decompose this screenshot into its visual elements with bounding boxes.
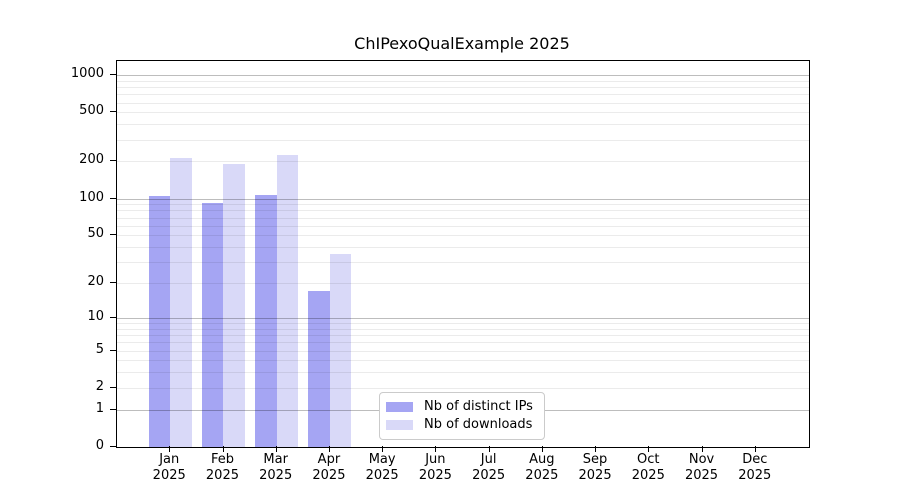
bar-downloads-feb xyxy=(223,164,245,447)
major-gridline xyxy=(117,75,809,76)
bar-downloads-apr xyxy=(329,254,352,447)
bar-distinct-ips-apr xyxy=(308,291,330,447)
chart-title: ChIPexoQualExample 2025 xyxy=(354,34,570,53)
x-axis-tick xyxy=(701,446,703,452)
legend-label-downloads: Nb of downloads xyxy=(424,417,533,432)
x-axis-tick xyxy=(222,446,224,452)
minor-gridline xyxy=(117,262,809,264)
x-tick-label: Dec 2025 xyxy=(738,452,772,483)
minor-gridline xyxy=(117,94,809,96)
minor-gridline xyxy=(117,372,809,374)
legend-item-downloads: Nb of downloads xyxy=(386,416,536,433)
x-axis-tick xyxy=(169,446,171,452)
minor-gridline xyxy=(117,161,809,163)
x-tick-label: Jan 2025 xyxy=(152,452,186,483)
minor-gridline xyxy=(117,350,809,352)
bar-distinct-ips-feb xyxy=(201,202,224,447)
y-tick-label: 10 xyxy=(87,308,104,324)
x-axis-tick xyxy=(541,446,543,452)
minor-gridline xyxy=(117,342,809,344)
minor-gridline xyxy=(117,360,809,362)
legend-label-distinct-ips: Nb of distinct IPs xyxy=(424,399,533,414)
y-tick-label: 500 xyxy=(79,103,104,119)
x-tick-label: May 2025 xyxy=(365,452,399,483)
x-axis-tick xyxy=(382,446,384,452)
legend-swatch-downloads xyxy=(386,419,413,430)
x-axis-tick xyxy=(648,446,650,452)
x-axis-tick xyxy=(275,446,277,452)
x-axis-tick xyxy=(754,446,756,452)
minor-gridline xyxy=(117,80,809,82)
bar-distinct-ips-jan xyxy=(148,195,171,447)
x-tick-label: Feb 2025 xyxy=(205,452,239,483)
minor-gridline xyxy=(117,387,809,389)
minor-gridline xyxy=(117,112,809,114)
minor-gridline xyxy=(117,87,809,88)
y-axis-tick xyxy=(110,74,116,75)
minor-gridline xyxy=(117,335,809,336)
minor-gridline xyxy=(117,217,809,219)
x-axis-tick xyxy=(328,446,330,452)
minor-gridline xyxy=(117,210,809,212)
y-axis-tick xyxy=(110,386,116,388)
legend-item-distinct-ips: Nb of distinct IPs xyxy=(386,398,536,415)
minor-gridline xyxy=(117,283,809,285)
minor-gridline xyxy=(117,323,809,324)
y-axis-tick xyxy=(110,316,116,318)
bar-distinct-ips-mar xyxy=(255,194,277,447)
x-tick-label: Oct 2025 xyxy=(631,452,665,483)
x-tick-label: Mar 2025 xyxy=(259,452,293,483)
y-tick-label: 0 xyxy=(95,438,104,453)
minor-gridline xyxy=(117,102,809,104)
minor-gridline xyxy=(117,124,809,126)
minor-gridline xyxy=(117,139,809,141)
y-tick-label: 20 xyxy=(87,274,104,290)
y-tick-label: 1 xyxy=(95,400,104,416)
y-axis-tick xyxy=(110,160,116,162)
minor-gridline xyxy=(117,204,809,206)
x-axis-tick xyxy=(488,446,490,452)
y-axis-tick xyxy=(110,349,116,351)
major-gridline xyxy=(117,198,809,200)
legend-swatch-distinct-ips xyxy=(386,401,413,412)
x-tick-label: Nov 2025 xyxy=(684,452,719,483)
minor-gridline xyxy=(117,235,809,237)
y-tick-label: 1000 xyxy=(70,66,104,81)
x-tick-label: Sep 2025 xyxy=(578,452,612,483)
x-tick-label: Jun 2025 xyxy=(418,452,452,483)
y-tick-label: 200 xyxy=(79,152,104,168)
y-axis-tick xyxy=(110,197,116,199)
bar-downloads-mar xyxy=(276,155,299,447)
x-tick-label: Apr 2025 xyxy=(312,452,346,483)
minor-gridline xyxy=(117,225,809,227)
legend: Nb of distinct IPs Nb of downloads xyxy=(379,392,545,440)
y-tick-label: 2 xyxy=(95,378,104,394)
major-gridline xyxy=(117,317,809,319)
y-tick-label: 5 xyxy=(95,341,104,357)
x-tick-label: Jul 2025 xyxy=(472,452,506,483)
x-axis-tick xyxy=(435,446,437,452)
bar-downloads-jan xyxy=(170,157,192,447)
y-axis-tick xyxy=(110,446,116,447)
y-axis-tick xyxy=(110,234,116,236)
minor-gridline xyxy=(117,328,809,330)
x-axis-tick xyxy=(595,446,597,452)
y-axis-tick xyxy=(110,408,116,410)
y-axis-tick xyxy=(110,111,116,113)
minor-gridline xyxy=(117,247,809,248)
x-tick-label: Aug 2025 xyxy=(525,452,559,483)
y-tick-label: 50 xyxy=(87,226,104,242)
y-axis-tick xyxy=(110,282,116,284)
plot-area xyxy=(116,60,810,448)
y-tick-label: 100 xyxy=(79,189,104,205)
